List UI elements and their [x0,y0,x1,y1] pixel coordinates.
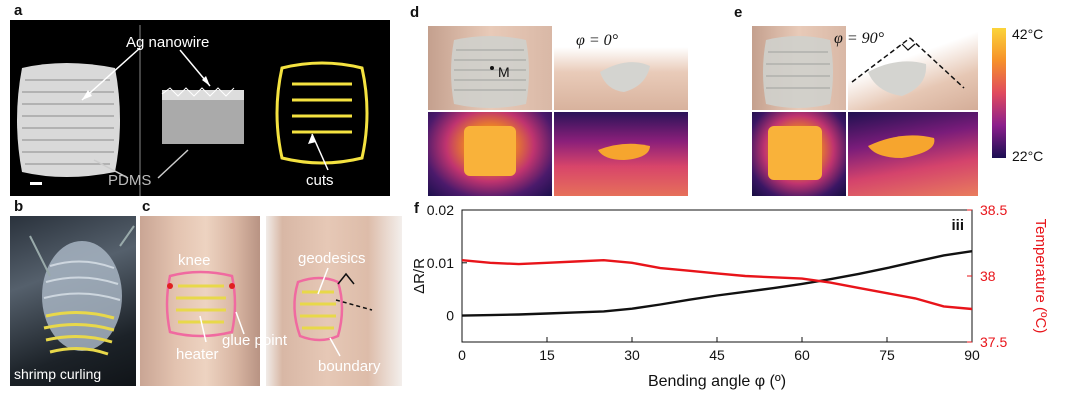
colorbar-min-label: 22°C [1012,148,1044,164]
panel-f-roman: iii [951,217,964,234]
x-tick-label: 90 [964,347,980,363]
panel-e-angle: φ = 90° [834,30,885,47]
right-axis-ticks: 37.5 38 38.5 [967,202,1007,350]
panel-d-label: d [410,4,420,21]
panel-e: φ = 90° [752,26,978,196]
ag-nanowire-label: Ag nanowire [126,34,210,51]
panel-c-photo: knee heater glue point geodesics boundar… [140,216,402,386]
panel-f-label: f [414,200,419,217]
panel-c-label: c [142,198,151,215]
temperature-series-line [461,258,973,311]
x-tick-label: 30 [624,347,640,363]
cuts-label: cuts [306,172,334,189]
heater-label: heater [176,346,219,363]
panel-b-label: b [14,198,24,215]
panel-d: M φ = 0° [428,26,688,196]
shrimp-illustration [29,225,135,356]
left-tick-label: 0 [446,308,454,324]
temperature-colorbar [992,28,1006,158]
colorbar-max-label: 42°C [1012,26,1044,42]
geodesics-label: geodesics [298,250,366,267]
panel-c-overlay [165,267,373,357]
panel-a-label: a [14,2,23,19]
right-tick-label: 38 [980,268,996,284]
right-tick-label: 37.5 [980,334,1007,350]
glue-point-label: glue point [222,332,288,349]
panel-d-angle: φ = 0° [576,32,619,49]
panel-e-label: e [734,4,743,21]
point-m-label: M [498,64,510,80]
boundary-label: boundary [318,358,381,375]
left-axis-label: ΔR/R [411,258,428,294]
panel-f-chart: 0 15 30 45 60 75 90 0 0.01 0.02 37.5 38 38.5 Bendi… [411,202,1049,390]
panel-d-overlay [451,36,650,176]
x-tick-label: 60 [794,347,810,363]
x-tick-label: 0 [458,347,466,363]
panel-b-photo: shrimp curling [10,216,136,386]
x-tick-label: 75 [879,347,895,363]
left-tick-label: 0.02 [427,202,454,218]
plot-frame [461,209,973,343]
right-axis-label: Temperature (ºC) [1032,219,1049,334]
x-axis-ticks: 0 15 30 45 60 75 90 [458,337,980,363]
chart-series [461,250,973,317]
panel-e-overlay [763,36,965,180]
knee-label: knee [178,252,211,269]
x-tick-label: 15 [539,347,555,363]
x-axis-label: Bending angle φ (º) [648,373,786,390]
panel-a: Ag nanowire PDMS cuts [10,20,390,196]
scale-bar [30,182,42,185]
right-tick-label: 38.5 [980,202,1007,218]
panel-a-illustration [17,25,369,196]
resistance-series-line [461,250,973,317]
shrimp-curling-label: shrimp curling [14,366,102,382]
pdms-label: PDMS [108,172,152,189]
x-tick-label: 45 [709,347,725,363]
left-axis-ticks: 0 0.01 0.02 [427,202,467,324]
point-m-dot [490,66,494,70]
left-tick-label: 0.01 [427,255,454,271]
